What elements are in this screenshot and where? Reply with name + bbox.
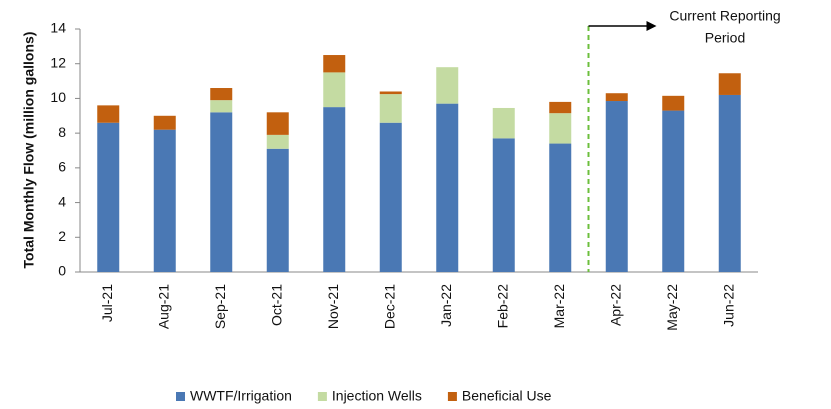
annotation: Current Reporting: [669, 8, 780, 24]
bar-segment: [210, 112, 233, 272]
bar-segment: [549, 101, 572, 114]
bar-segment: [605, 101, 628, 273]
y-tick-label: 2: [58, 228, 66, 244]
bar-segment: [153, 115, 176, 130]
bar-segment: [718, 94, 741, 272]
bar-segment: [549, 143, 572, 272]
bar-segment: [718, 73, 741, 95]
bar-segment: [549, 113, 572, 144]
y-tick-label: 8: [58, 124, 66, 140]
bar-segment: [379, 94, 402, 123]
y-tick-label: 12: [50, 54, 66, 70]
bar-segment: [492, 107, 515, 139]
bar-segment: [323, 55, 346, 73]
x-tick-label: Oct-21: [268, 284, 284, 326]
bar-segment: [97, 105, 120, 123]
x-tick-label: Dec-21: [381, 284, 397, 329]
y-axis-label: Total Monthly Flow (million gallons): [21, 32, 37, 269]
legend-swatch: [447, 392, 457, 401]
bar-segment: [436, 67, 459, 104]
bar-segment: [266, 134, 289, 149]
x-tick-label: Apr-22: [607, 284, 623, 326]
bar-segment: [323, 107, 346, 272]
bar-segment: [436, 103, 459, 272]
bar-segment: [492, 138, 515, 272]
bar-segment: [379, 122, 402, 272]
annotation: Period: [705, 30, 745, 46]
bar-segment: [605, 93, 628, 102]
x-tick-label: Aug-21: [155, 284, 171, 329]
legend-swatch: [317, 392, 327, 401]
bar-segment: [210, 88, 233, 101]
legend-label: WWTF/Irrigation: [190, 388, 292, 404]
y-tick-label: 6: [58, 159, 66, 175]
y-tick-label: 4: [58, 193, 66, 209]
y-tick-label: 0: [58, 263, 66, 279]
bar-segment: [266, 112, 289, 135]
bar-segment: [210, 100, 233, 113]
x-tick-label: Mar-22: [551, 284, 567, 329]
legend-swatch: [176, 392, 185, 401]
bar-segment: [662, 95, 685, 111]
y-tick-label: 14: [50, 20, 66, 36]
bar-segment: [323, 72, 346, 108]
bar-segment: [662, 110, 685, 272]
x-tick-label: Sep-21: [212, 284, 228, 329]
x-tick-label: May-22: [664, 284, 680, 331]
x-tick-label: Feb-22: [494, 284, 510, 329]
x-tick-label: Jan-22: [438, 284, 454, 327]
x-tick-label: Jun-22: [720, 284, 736, 327]
arrow-head: [646, 21, 657, 31]
legend-label: Injection Wells: [332, 388, 422, 404]
bar-segment: [97, 122, 120, 272]
bar-segment: [266, 148, 289, 272]
bar-segment: [153, 129, 176, 272]
x-tick-label: Jul-21: [99, 284, 115, 322]
bar-segment: [379, 91, 402, 95]
x-tick-label: Nov-21: [325, 284, 341, 329]
y-tick-label: 10: [50, 89, 66, 105]
legend-label: Beneficial Use: [462, 388, 552, 404]
